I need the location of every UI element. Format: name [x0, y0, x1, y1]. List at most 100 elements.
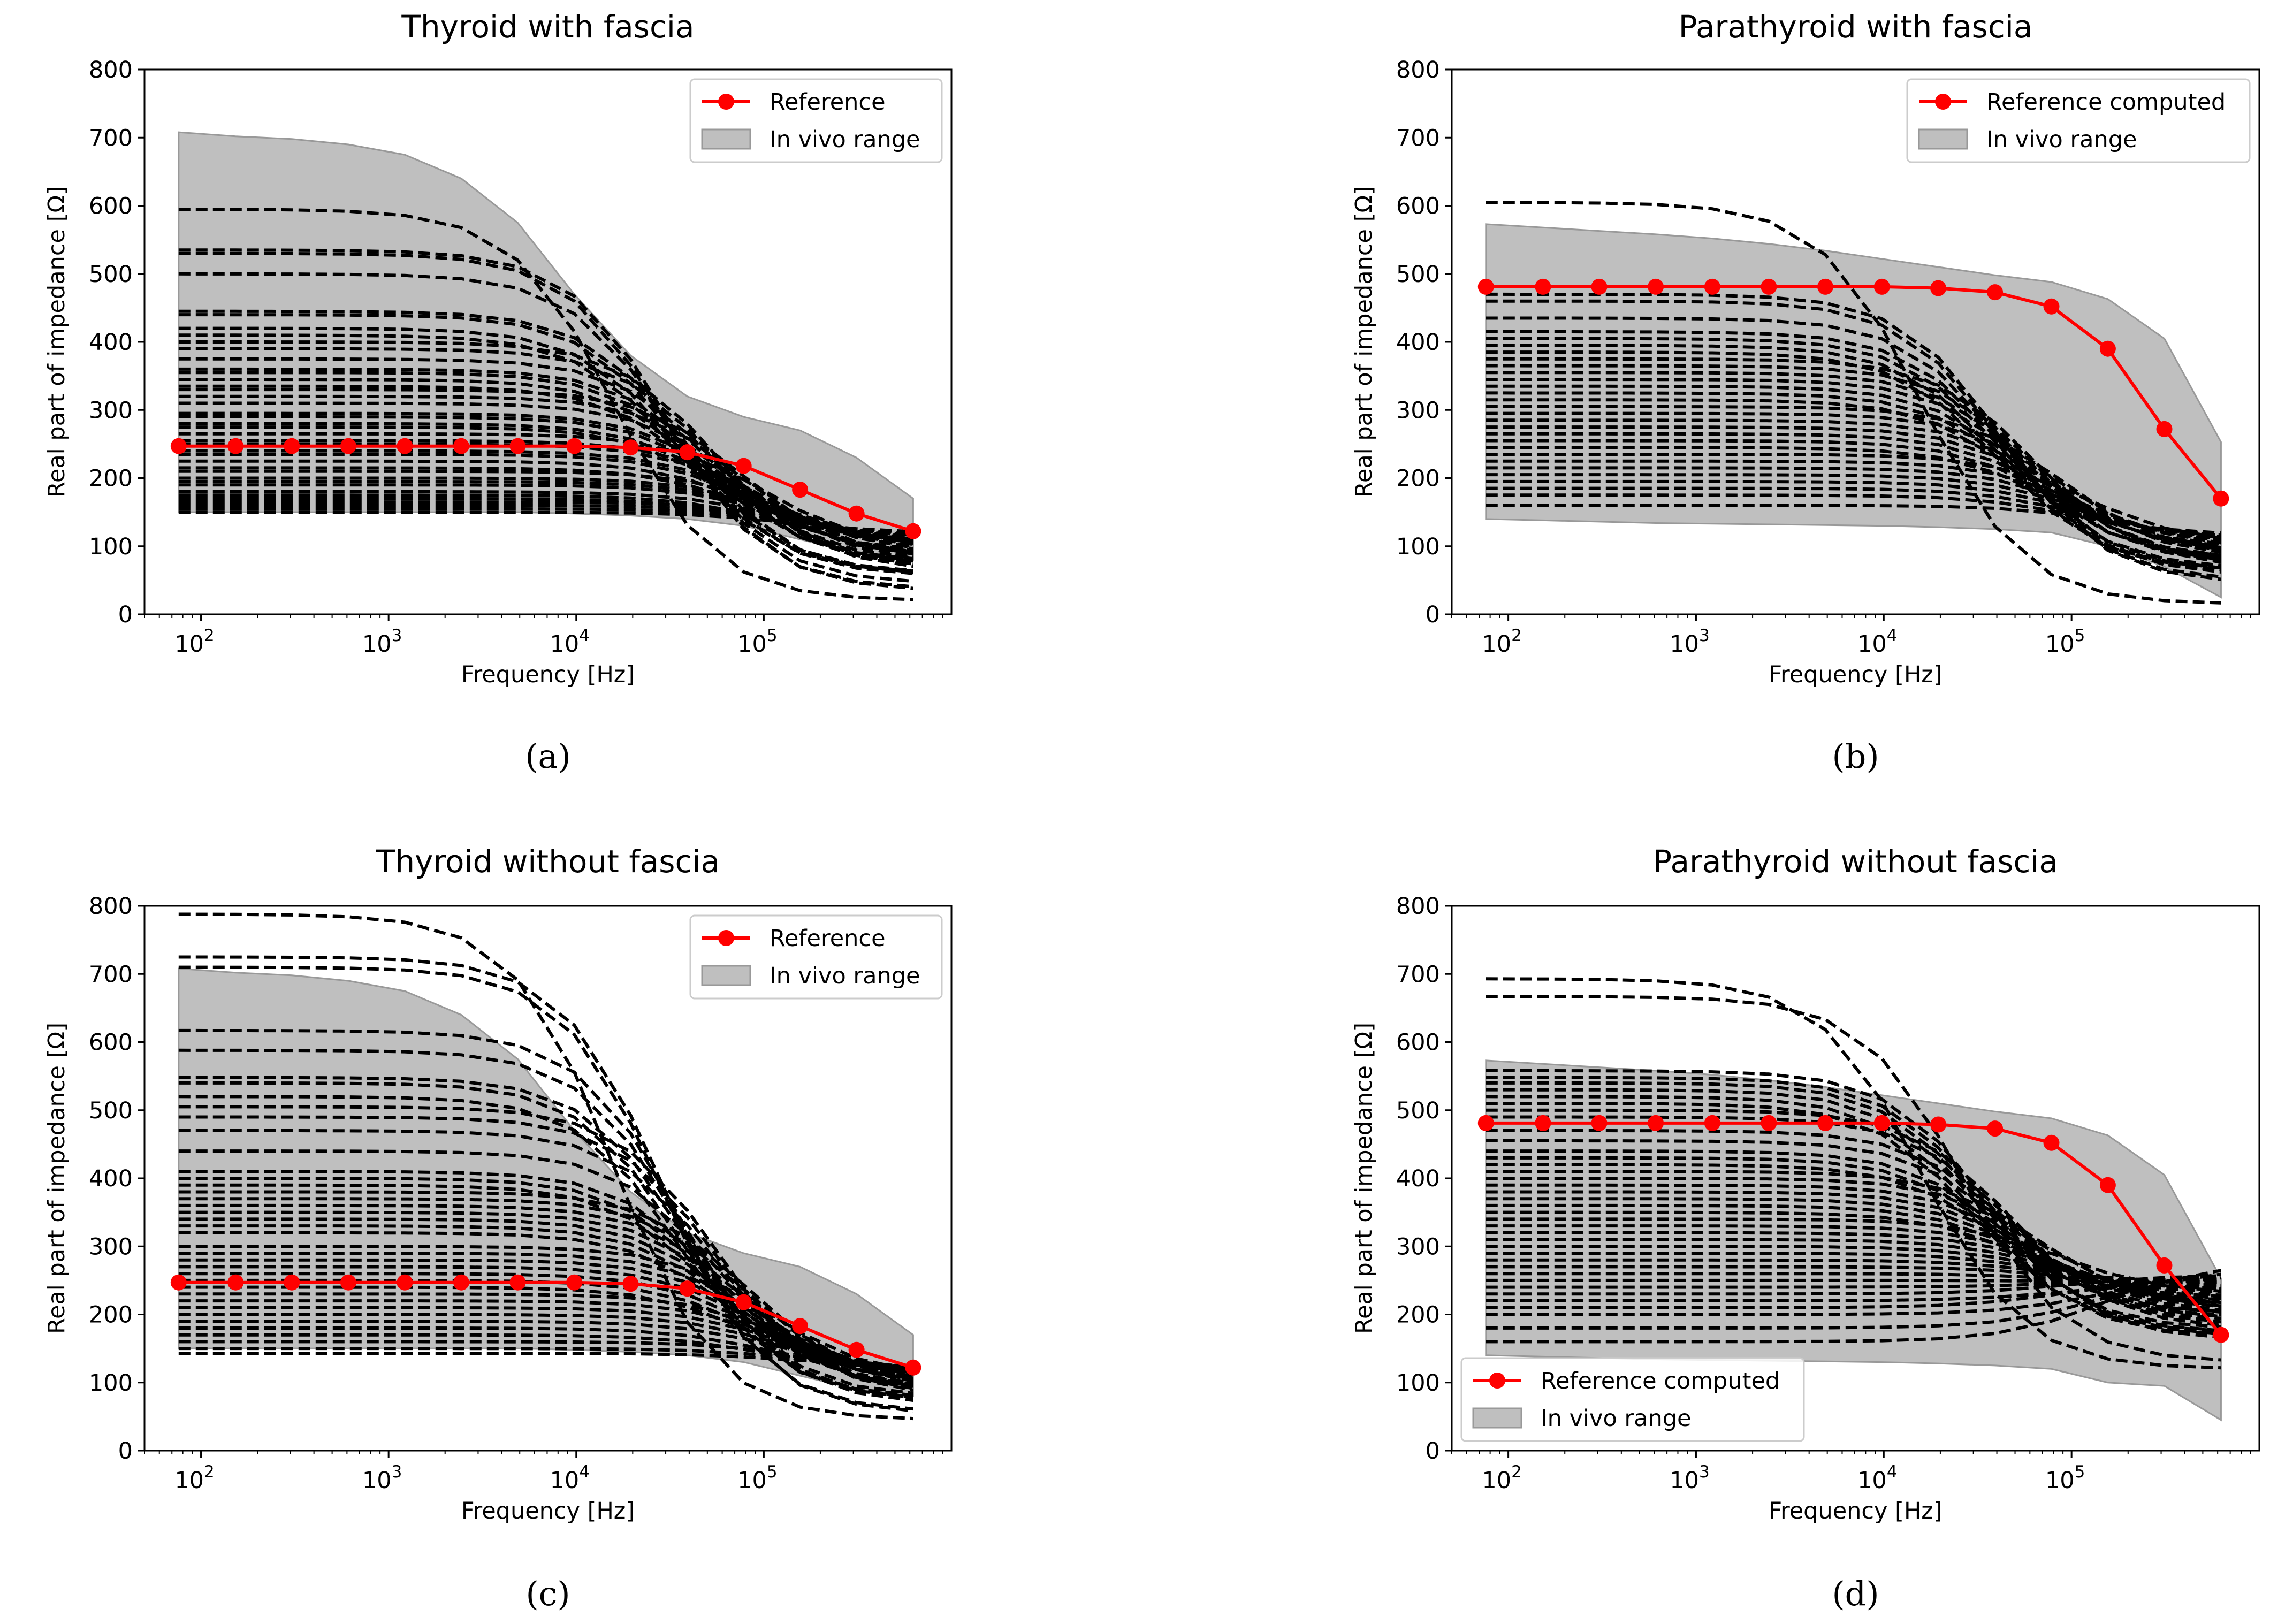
x-tick-label: 105 — [2045, 626, 2085, 658]
reference-point — [679, 1280, 696, 1297]
simulation-line — [178, 1352, 913, 1368]
reference-point — [170, 438, 187, 454]
simulation-line — [1486, 977, 2221, 1370]
x-tick-label: 105 — [737, 1462, 777, 1494]
legend-range-swatch — [701, 965, 751, 986]
simulation-line — [1486, 432, 2221, 550]
simulation-line — [178, 388, 913, 556]
legend-box — [689, 914, 943, 1000]
simulation-line — [178, 1333, 913, 1372]
y-tick-label: 800 — [1396, 893, 1440, 920]
simulation-line — [1486, 1238, 2221, 1294]
y-tick-label: 500 — [89, 1097, 133, 1124]
reference-point — [453, 438, 469, 454]
y-tick-label: 300 — [1396, 397, 1440, 424]
reference-point — [397, 1274, 413, 1291]
simulation-line — [178, 1285, 913, 1372]
reference-point — [905, 523, 921, 539]
simulation-line — [1486, 1156, 2221, 1317]
simulation-line — [178, 272, 913, 583]
legend-label-range: In vivo range — [1986, 126, 2137, 153]
legend-range-swatch — [701, 128, 751, 150]
reference-point — [1477, 278, 1494, 295]
simulation-line — [178, 955, 913, 1413]
y-tick-label: 700 — [89, 125, 133, 151]
panel-label: (a) — [525, 737, 570, 776]
reference-point — [905, 1359, 921, 1376]
y-tick-label: 100 — [89, 1370, 133, 1397]
simulation-line — [1486, 330, 2221, 570]
y-tick-label: 400 — [89, 329, 133, 356]
simulation-line — [1486, 391, 2221, 560]
panel-label: (c) — [525, 1574, 570, 1613]
reference-point — [1704, 278, 1720, 295]
panel-label: (b) — [1832, 737, 1879, 776]
reference-point — [2156, 1257, 2173, 1274]
simulation-line — [1486, 1281, 2221, 1302]
simulation-line — [178, 497, 913, 540]
reference-point — [566, 438, 583, 454]
y-tick-label: 300 — [89, 1233, 133, 1260]
y-tick-label: 0 — [1426, 1438, 1440, 1465]
simulation-line — [1486, 1276, 2221, 1316]
simulation-line — [1486, 1272, 2221, 1330]
y-axis-label: Real part of impedance [Ω] — [1351, 1023, 1377, 1334]
reference-point — [2213, 490, 2229, 507]
reference-point — [509, 1274, 526, 1291]
simulation-line — [178, 504, 913, 536]
simulation-line — [1486, 1245, 2221, 1291]
legend: Reference computed In vivo range — [1906, 78, 2251, 163]
y-tick-label: 400 — [1396, 1165, 1440, 1192]
simulation-line — [1486, 1129, 2221, 1318]
simulation-line — [1486, 1190, 2221, 1308]
simulation-line — [178, 1203, 913, 1383]
simulation-line — [1486, 486, 2221, 537]
reference-point — [735, 458, 752, 474]
simulation-line — [1486, 1177, 2221, 1305]
reference-point — [2043, 1134, 2060, 1151]
simulation-line — [178, 493, 913, 542]
x-tick-label: 103 — [1670, 1462, 1709, 1494]
y-tick-label: 600 — [89, 193, 133, 220]
simulation-line — [1486, 1149, 2221, 1320]
reference-point — [1648, 278, 1664, 295]
simulation-line — [178, 367, 913, 560]
reference-point — [1873, 278, 1890, 295]
legend: Reference In vivo range — [689, 914, 943, 1000]
y-tick-label: 700 — [1396, 961, 1440, 988]
reference-point — [1761, 278, 1777, 295]
simulation-line — [178, 965, 913, 1411]
chart-panel-1: 0 100 200 300 400 500 600 700 800 102 103 104 105 Thy… — [43, 9, 953, 776]
y-tick-label: 700 — [89, 961, 133, 988]
y-tick-label: 500 — [1396, 1097, 1440, 1124]
legend-box — [1906, 78, 2251, 163]
simulation-line — [178, 248, 913, 590]
reference-line — [1486, 285, 2222, 500]
y-tick-label: 400 — [89, 1165, 133, 1192]
simulation-line — [178, 1326, 913, 1373]
simulation-line — [1486, 425, 2221, 552]
simulation-line — [178, 1028, 913, 1402]
chart-title: Thyroid with fascia — [401, 9, 694, 45]
simulation-line — [178, 309, 913, 574]
simulation-line — [1486, 479, 2221, 539]
reference-point — [509, 438, 526, 454]
x-tick-label: 105 — [2045, 1462, 2085, 1494]
reference-point — [284, 1274, 300, 1291]
reference-point — [1535, 278, 1551, 295]
reference-point — [1817, 278, 1833, 295]
y-tick-label: 600 — [89, 1030, 133, 1056]
simulation-line — [1486, 504, 2221, 537]
reference-point — [340, 438, 356, 454]
chart-title: Thyroid without fascia — [376, 843, 720, 880]
reference-point — [1930, 280, 1947, 296]
simulation-line — [178, 912, 913, 1421]
reference-point — [340, 1274, 356, 1291]
reference-point — [1704, 1115, 1720, 1131]
reference-point — [1761, 1115, 1777, 1131]
chart-panel-3: 0 100 200 300 400 500 600 700 800 102 103 104 105 Thy… — [43, 843, 953, 1613]
simulation-line — [1486, 466, 2221, 543]
simulation-line — [178, 1320, 913, 1369]
plot-area — [178, 131, 914, 601]
